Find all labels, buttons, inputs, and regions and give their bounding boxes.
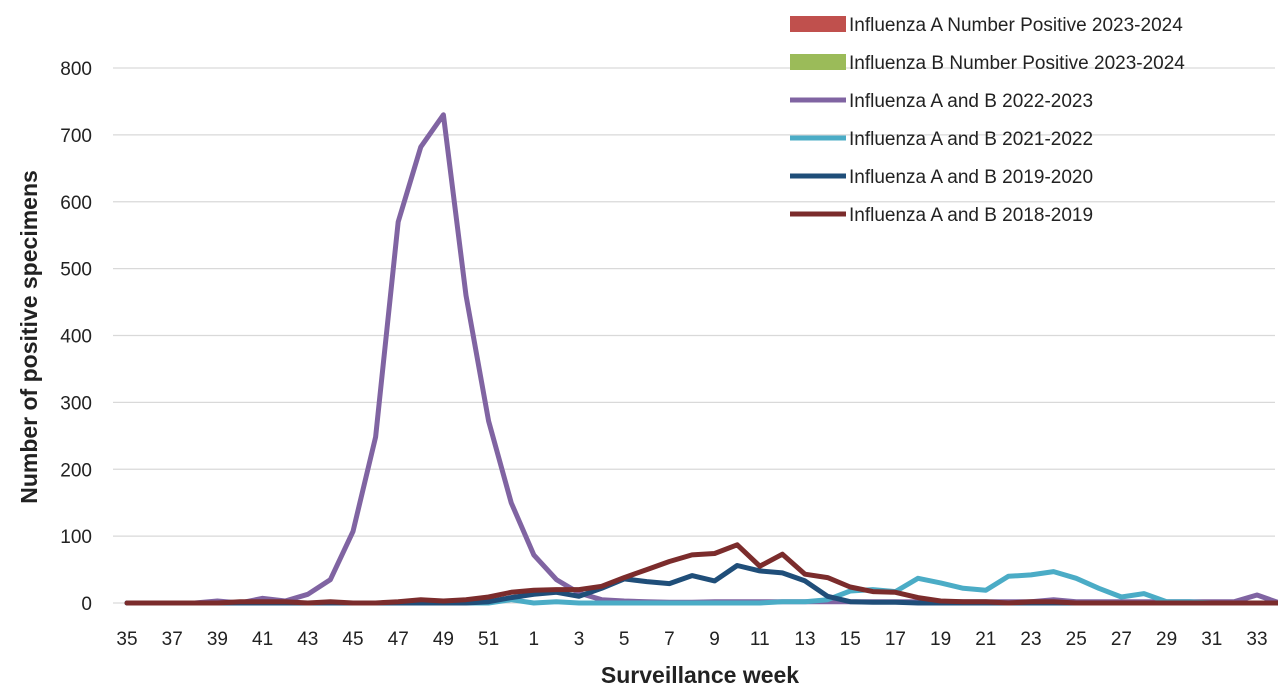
x-tick-label: 23 bbox=[1020, 629, 1041, 650]
x-tick-label: 15 bbox=[840, 629, 861, 650]
x-tick-label: 27 bbox=[1111, 629, 1132, 650]
x-tick-label: 19 bbox=[930, 629, 951, 650]
x-tick-label: 43 bbox=[297, 629, 318, 650]
x-tick-label: 37 bbox=[162, 629, 183, 650]
x-tick-label: 45 bbox=[342, 629, 363, 650]
x-tick-label: 13 bbox=[794, 629, 815, 650]
x-tick-label: 35 bbox=[116, 629, 137, 650]
y-axis-title: Number of positive specimens bbox=[16, 170, 42, 504]
y-tick-label: 100 bbox=[60, 527, 92, 548]
series-line bbox=[124, 112, 1278, 606]
legend-label: Influenza A and B 2018-2019 bbox=[849, 205, 1093, 226]
x-axis-title: Surveillance week bbox=[601, 662, 799, 688]
y-tick-label: 600 bbox=[60, 193, 92, 214]
legend-label: Influenza A and B 2019-2020 bbox=[849, 167, 1093, 188]
x-tick-label: 33 bbox=[1246, 629, 1267, 650]
legend-label: Influenza A and B 2022-2023 bbox=[849, 91, 1093, 112]
x-tick-label: 3 bbox=[574, 629, 585, 650]
y-tick-label: 200 bbox=[60, 460, 92, 481]
y-tick-label: 400 bbox=[60, 327, 92, 348]
x-tick-label: 1 bbox=[529, 629, 540, 650]
x-tick-label: 5 bbox=[619, 629, 630, 650]
y-tick-label: 300 bbox=[60, 393, 92, 414]
y-tick-label: 500 bbox=[60, 260, 92, 281]
legend-swatch bbox=[790, 54, 846, 70]
legend-label: Influenza B Number Positive 2023-2024 bbox=[849, 53, 1185, 74]
legend-label: Influenza A and B 2021-2022 bbox=[849, 129, 1093, 150]
y-tick-label: 0 bbox=[81, 594, 92, 615]
x-tick-label: 17 bbox=[885, 629, 906, 650]
series-lines bbox=[124, 112, 1278, 606]
x-tick-label: 29 bbox=[1156, 629, 1177, 650]
x-tick-label: 11 bbox=[750, 629, 770, 650]
y-tick-label: 700 bbox=[60, 126, 92, 147]
x-tick-label: 49 bbox=[433, 629, 454, 650]
x-tick-label: 41 bbox=[252, 629, 273, 650]
x-tick-label: 31 bbox=[1201, 629, 1222, 650]
x-tick-label: 47 bbox=[388, 629, 409, 650]
legend-swatch bbox=[790, 16, 846, 32]
legend-label: Influenza A Number Positive 2023-2024 bbox=[849, 15, 1183, 36]
x-tick-label: 9 bbox=[709, 629, 720, 650]
x-axis-tick-labels: 35 37 39 41 43 45 47 49 51 1 3 5 7 9 11 13 15 17 19 21 23 25 2… bbox=[116, 629, 1267, 650]
x-tick-label: 21 bbox=[975, 629, 996, 650]
y-axis-tick-labels: 0 100 200 300 400 500 600 700 800 bbox=[60, 59, 92, 615]
series-line bbox=[124, 542, 1278, 606]
gridlines bbox=[113, 67, 1275, 604]
legend: Influenza A Number Positive 2023-2024 Inf… bbox=[790, 15, 1185, 226]
x-tick-label: 7 bbox=[664, 629, 675, 650]
x-tick-label: 39 bbox=[207, 629, 228, 650]
y-tick-label: 800 bbox=[60, 59, 92, 80]
x-tick-label: 51 bbox=[478, 629, 499, 650]
x-tick-label: 25 bbox=[1066, 629, 1087, 650]
